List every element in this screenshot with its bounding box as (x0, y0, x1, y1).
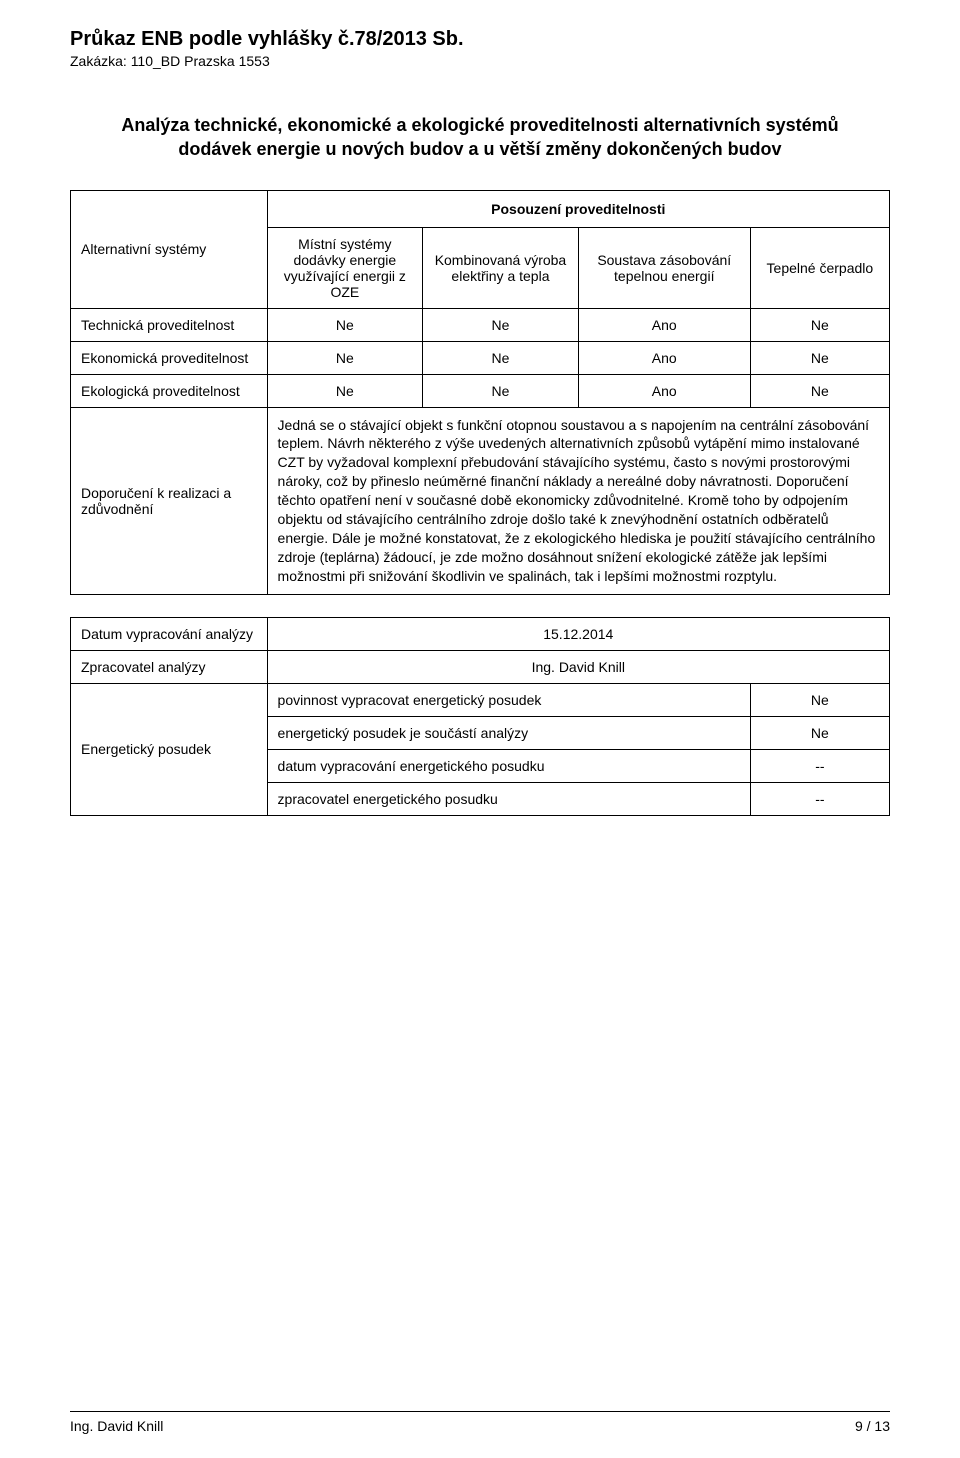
alt-systems-label: Alternativní systémy (71, 190, 268, 308)
footer-author: Ing. David Knill (70, 1418, 163, 1434)
posudek-item-val: -- (750, 782, 889, 815)
posudek-item-val: -- (750, 749, 889, 782)
recommendation-text: Jedná se o stávající objekt s funkční ot… (267, 407, 889, 594)
cell: Ano (578, 341, 750, 374)
cell: Ano (578, 308, 750, 341)
posudek-item-text: energetický posudek je součástí analýzy (267, 716, 750, 749)
date-value: 15.12.2014 (267, 617, 889, 650)
cell: Ne (267, 308, 423, 341)
assessment-header: Posouzení proveditelnosti (267, 190, 889, 227)
date-label: Datum vypracování analýzy (71, 617, 268, 650)
cell: Ne (750, 374, 889, 407)
col-header-chp: Kombinovaná výroba elektřiny a tepla (423, 227, 579, 308)
feasibility-table: Alternativní systémy Posouzení provedite… (70, 190, 890, 595)
table-row: Ekonomická proveditelnost Ne Ne Ano Ne (71, 341, 890, 374)
footer-page-number: 9 / 13 (855, 1418, 890, 1434)
posudek-item-val: Ne (750, 716, 889, 749)
col-header-district: Soustava zásobování tepelnou energií (578, 227, 750, 308)
recommendation-row: Doporučení k realizaci a zdůvodnění Jedn… (71, 407, 890, 594)
cell: Ano (578, 374, 750, 407)
posudek-item-text: povinnost vypracovat energetický posudek (267, 683, 750, 716)
author-label: Zpracovatel analýzy (71, 650, 268, 683)
posudek-label: Energetický posudek (71, 683, 268, 815)
main-heading: Analýza technické, ekonomické a ekologic… (120, 113, 840, 162)
cell: Ne (423, 341, 579, 374)
table-row: Zpracovatel analýzy Ing. David Knill (71, 650, 890, 683)
row-label: Ekonomická proveditelnost (71, 341, 268, 374)
row-label: Ekologická proveditelnost (71, 374, 268, 407)
doc-title: Průkaz ENB podle vyhlášky č.78/2013 Sb. (70, 28, 890, 51)
cell: Ne (750, 308, 889, 341)
cell: Ne (423, 374, 579, 407)
recommendation-label: Doporučení k realizaci a zdůvodnění (71, 407, 268, 594)
doc-subtitle: Zakázka: 110_BD Prazska 1553 (70, 53, 890, 69)
table-row: Ekologická proveditelnost Ne Ne Ano Ne (71, 374, 890, 407)
posudek-item-val: Ne (750, 683, 889, 716)
row-label: Technická proveditelnost (71, 308, 268, 341)
cell: Ne (267, 341, 423, 374)
col-header-heatpump: Tepelné čerpadlo (750, 227, 889, 308)
table-row: Technická proveditelnost Ne Ne Ano Ne (71, 308, 890, 341)
metadata-table: Datum vypracování analýzy 15.12.2014 Zpr… (70, 617, 890, 816)
posudek-item-text: zpracovatel energetického posudku (267, 782, 750, 815)
page-footer: Ing. David Knill 9 / 13 (70, 1411, 890, 1434)
author-value: Ing. David Knill (267, 650, 889, 683)
posudek-item-text: datum vypracování energetického posudku (267, 749, 750, 782)
table-row: Datum vypracování analýzy 15.12.2014 (71, 617, 890, 650)
table-row: Energetický posudek povinnost vypracovat… (71, 683, 890, 716)
cell: Ne (267, 374, 423, 407)
cell: Ne (750, 341, 889, 374)
col-header-oze: Místní systémy dodávky energie využívají… (267, 227, 423, 308)
cell: Ne (423, 308, 579, 341)
